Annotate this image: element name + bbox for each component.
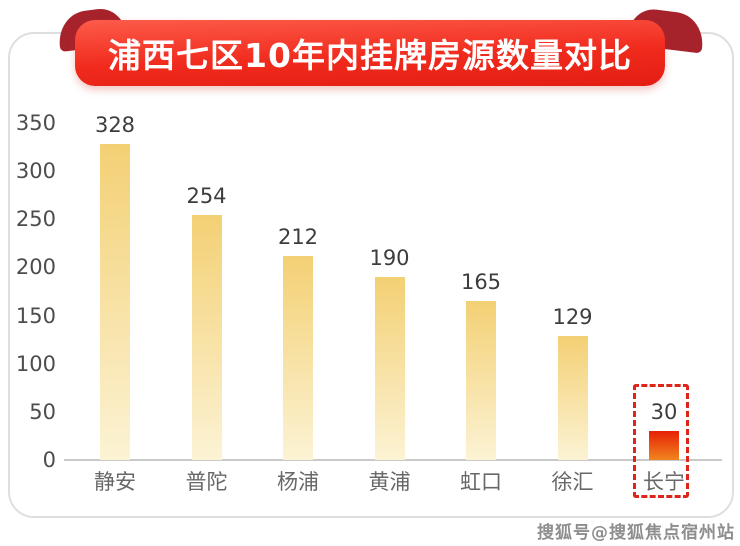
x-tick-label: 普陀	[185, 470, 228, 494]
x-tick-label: 黄浦	[368, 470, 411, 494]
x-tick-label: 静安	[94, 470, 136, 494]
y-tick-label: 150	[15, 303, 56, 328]
bar	[283, 256, 313, 460]
y-tick-label: 50	[29, 399, 56, 424]
title-ribbon: 浦西七区10年内挂牌房源数量对比	[55, 5, 707, 90]
bar-value-label: 212	[277, 225, 319, 249]
watermark-text: 搜狐号@搜狐焦点宿州站	[537, 523, 735, 543]
bar-value-label: 190	[369, 246, 410, 270]
bar	[466, 301, 496, 460]
y-tick-label: 200	[15, 255, 56, 280]
bar-value-label: 129	[552, 305, 593, 329]
x-tick-label: 杨浦	[277, 470, 319, 494]
x-tick-label: 长宁	[643, 470, 685, 494]
bar	[374, 277, 405, 460]
x-tick-label: 虹口	[460, 470, 502, 494]
bar-value-label: 328	[94, 113, 136, 137]
y-tick-label: 350	[15, 111, 56, 135]
bar	[100, 144, 130, 460]
bar-value-label: 30	[650, 400, 678, 424]
x-axis-line	[64, 459, 722, 461]
bar-value-label: 165	[460, 270, 502, 294]
y-tick-label: 250	[15, 207, 56, 232]
ribbon-body: 浦西七区10年内挂牌房源数量对比	[75, 20, 665, 86]
y-tick-label: 300	[15, 159, 56, 184]
chart-title: 浦西七区10年内挂牌房源数量对比	[108, 36, 632, 75]
y-tick-label: 100	[15, 351, 56, 376]
y-tick-label: 0	[42, 448, 56, 472]
x-tick-label: 徐汇	[551, 470, 594, 494]
bar	[191, 215, 222, 460]
bar-highlighted	[649, 431, 679, 460]
highlight-dashed-box	[633, 384, 689, 498]
bar	[557, 336, 588, 460]
bar-value-label: 254	[186, 184, 227, 208]
